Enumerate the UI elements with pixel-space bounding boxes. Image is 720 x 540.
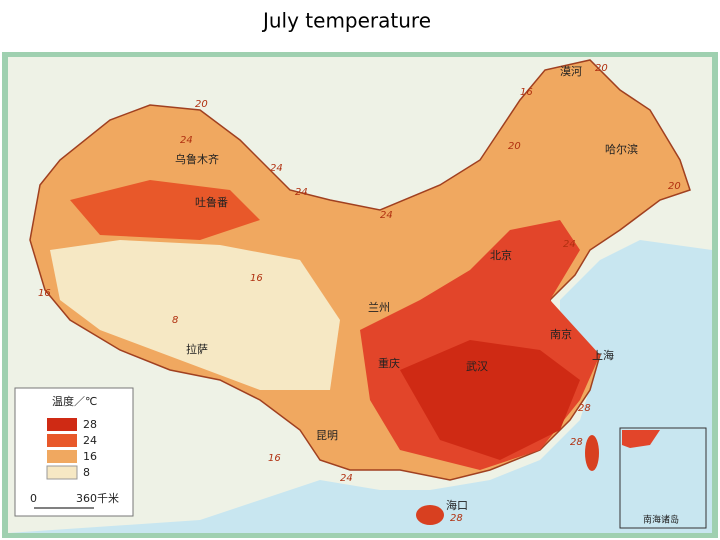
legend-label: 8 xyxy=(83,466,90,479)
warm-zone xyxy=(70,180,260,240)
city: 拉萨 xyxy=(186,342,208,356)
isotherm-label: 20 xyxy=(508,141,521,152)
isotherm-label: 20 xyxy=(668,181,681,192)
isotherm-label: 20 xyxy=(595,63,608,74)
cities: 漠河 哈尔滨 乌鲁木齐 吐鲁番 北京 兰州 拉萨 南京 上海 武汉 重庆 昆明 … xyxy=(175,65,638,512)
legend-swatch xyxy=(47,434,77,447)
cool-zone xyxy=(50,240,340,390)
isotherm-labels: 20 16 20 24 24 20 24 24 16 8 16 28 28 24… xyxy=(38,63,681,524)
city: 北京 xyxy=(490,248,512,262)
legend-label: 16 xyxy=(83,450,97,463)
isotherm-label: 24 xyxy=(295,187,308,198)
isotherm-label: 28 xyxy=(570,437,583,448)
inset-land xyxy=(622,430,660,448)
city: 兰州 xyxy=(368,301,390,314)
isotherm-label: 24 xyxy=(380,210,393,221)
inset: 南海诸岛 xyxy=(619,427,707,529)
city: 海口 xyxy=(446,498,468,512)
legend-swatch xyxy=(46,465,78,480)
map xyxy=(8,57,712,533)
isotherm-label: 24 xyxy=(563,239,576,250)
inset-label: 南海诸岛 xyxy=(643,514,679,526)
isotherm-label: 24 xyxy=(340,473,353,484)
legend: 温度／℃ 28 24 16 8 0 360千米 xyxy=(14,387,134,517)
city: 漠河 xyxy=(560,65,582,78)
isotherm-label: 16 xyxy=(38,288,51,299)
isotherm-label: 16 xyxy=(268,453,281,464)
hainan xyxy=(416,505,444,525)
isotherm-label: 24 xyxy=(180,135,193,146)
title: July temperature xyxy=(261,9,431,33)
isotherm-label: 16 xyxy=(520,87,533,98)
city: 南京 xyxy=(550,327,572,341)
scale-end: 360千米 xyxy=(76,492,119,505)
isotherm-label: 28 xyxy=(578,403,591,414)
city: 上海 xyxy=(592,348,614,362)
city: 武汉 xyxy=(466,360,488,373)
isotherm-label: 24 xyxy=(270,163,283,174)
isotherm-label: 20 xyxy=(195,99,208,110)
city: 昆明 xyxy=(316,429,338,442)
isotherm-label: 8 xyxy=(172,315,178,326)
legend-swatch xyxy=(47,450,77,463)
legend-swatch xyxy=(47,418,77,431)
city: 重庆 xyxy=(378,356,400,370)
city: 哈尔滨 xyxy=(605,142,638,156)
legend-label: 24 xyxy=(83,434,97,447)
legend-label: 28 xyxy=(83,418,97,431)
city: 乌鲁木齐 xyxy=(175,152,219,166)
isotherm-label: 28 xyxy=(450,513,463,524)
isotherm-label: 16 xyxy=(250,273,263,284)
city: 吐鲁番 xyxy=(195,195,228,209)
legend-title: 温度／℃ xyxy=(52,394,97,408)
scale-start: 0 xyxy=(30,492,37,505)
title-bar xyxy=(0,0,720,50)
taiwan xyxy=(585,435,599,471)
hottest-zone xyxy=(400,340,580,460)
